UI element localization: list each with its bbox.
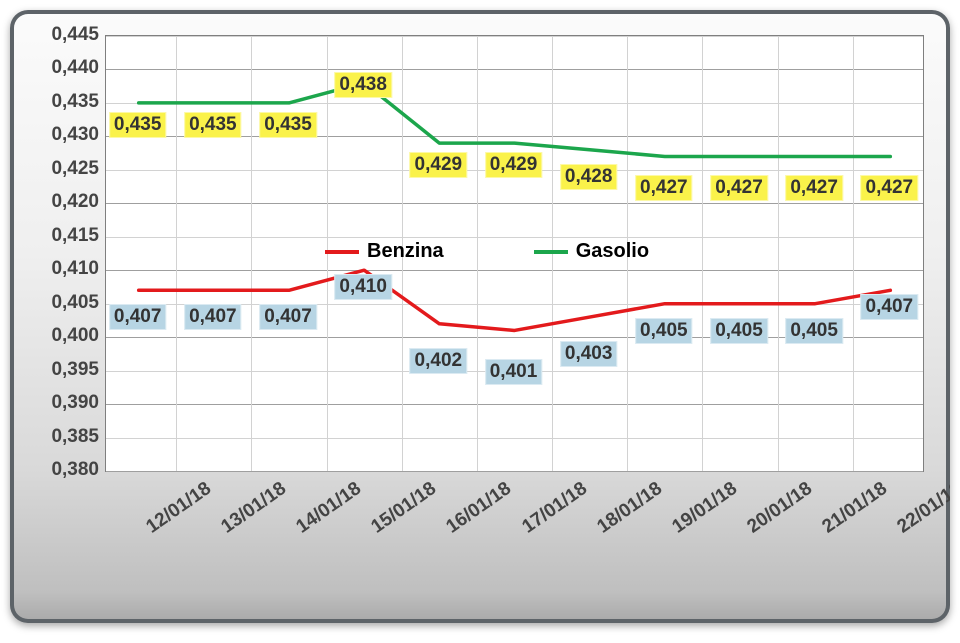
y-tick-label: 0,405 [14,292,99,314]
y-tick-label: 0,430 [14,124,99,146]
data-label-benzina: 0,405 [710,318,768,344]
y-tick-label: 0,445 [14,24,99,46]
y-tick-label: 0,410 [14,258,99,280]
y-tick-label: 0,400 [14,325,99,347]
gridline-h [106,471,923,472]
data-label-gasolio: 0,438 [334,72,392,98]
x-tick-label: 12/01/18 [142,478,215,538]
x-tick-label: 19/01/18 [668,478,741,538]
x-tick-label: 14/01/18 [292,478,365,538]
data-label-gasolio: 0,427 [861,175,919,201]
data-label-gasolio: 0,435 [184,112,242,138]
data-label-gasolio: 0,429 [410,152,468,178]
x-tick-label: 17/01/18 [518,478,591,538]
line-canvas [106,36,923,471]
x-tick-label: 22/01/18 [894,478,950,538]
data-label-benzina: 0,407 [861,294,919,320]
y-tick-label: 0,425 [14,158,99,180]
y-tick-label: 0,420 [14,191,99,213]
data-label-gasolio: 0,435 [259,112,317,138]
data-label-benzina: 0,403 [560,341,618,367]
data-label-benzina: 0,407 [259,304,317,330]
x-tick-label: 20/01/18 [743,478,816,538]
y-tick-label: 0,395 [14,359,99,381]
x-tick-label: 21/01/18 [819,478,892,538]
x-tick-label: 16/01/18 [443,478,516,538]
y-tick-label: 0,385 [14,426,99,448]
data-label-gasolio: 0,435 [109,112,167,138]
x-tick-label: 15/01/18 [368,478,441,538]
data-label-gasolio: 0,428 [560,164,618,190]
x-tick-label: 13/01/18 [217,478,290,538]
data-label-gasolio: 0,427 [710,175,768,201]
data-label-benzina: 0,407 [109,304,167,330]
data-label-gasolio: 0,427 [785,175,843,201]
data-label-benzina: 0,407 [184,304,242,330]
y-tick-label: 0,435 [14,91,99,113]
series-line-benzina [139,270,891,330]
data-label-gasolio: 0,427 [635,175,693,201]
x-tick-label: 18/01/18 [593,478,666,538]
data-label-benzina: 0,405 [785,318,843,344]
series-line-gasolio [139,83,891,157]
data-label-benzina: 0,410 [334,274,392,300]
chart-frame: BenzinaGasolio 0,3800,3850,3900,3950,400… [10,10,950,623]
y-tick-label: 0,390 [14,392,99,414]
data-label-benzina: 0,401 [485,359,543,385]
plot-area [105,35,924,472]
data-label-gasolio: 0,429 [485,152,543,178]
data-label-benzina: 0,402 [410,348,468,374]
y-tick-label: 0,380 [14,459,99,481]
data-label-benzina: 0,405 [635,318,693,344]
y-tick-label: 0,440 [14,57,99,79]
y-tick-label: 0,415 [14,225,99,247]
